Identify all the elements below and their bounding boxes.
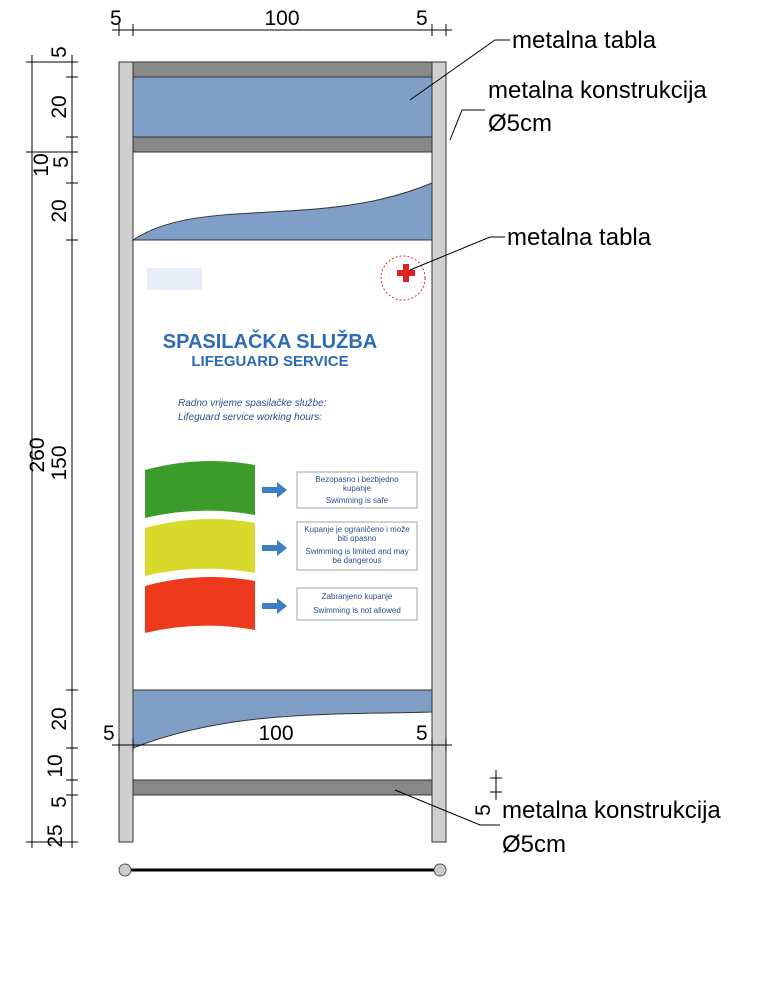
- hours: Lifeguard service working hours:: [178, 412, 322, 423]
- flag-yellow: [145, 519, 255, 576]
- top-wave: [131, 182, 433, 241]
- flag-label: Swimming is not allowed: [313, 606, 401, 615]
- flag-label: be dangerous: [333, 556, 382, 565]
- flag-green: [145, 461, 255, 518]
- dimension: 5: [103, 722, 115, 745]
- dimension: 5: [48, 46, 71, 58]
- dimension: 25: [44, 824, 67, 847]
- annotation: Ø5cm: [502, 831, 566, 858]
- flag-label: Bezopasno i bezbjedno: [315, 475, 399, 484]
- flag-label: Zabranjeno kupanje: [322, 592, 393, 601]
- arrows: [262, 482, 287, 614]
- flag-label: Swimming is safe: [326, 496, 389, 505]
- dimension: 5: [110, 7, 122, 30]
- sign-subtitle: LIFEGUARD SERVICE: [191, 353, 348, 370]
- dimension: 100: [258, 722, 293, 745]
- profile-post: [118, 863, 132, 877]
- dimension: 20: [48, 707, 71, 730]
- dimension: 100: [264, 7, 299, 30]
- label-boxes: [296, 471, 418, 621]
- sign-title: SPASILAČKA SLUŽBA: [163, 329, 377, 353]
- flag-label: biti opasno: [338, 534, 377, 543]
- left-post: [118, 61, 134, 843]
- dimension: 260: [26, 437, 49, 472]
- top-bar: [132, 61, 433, 78]
- annotation: metalna tabla: [507, 224, 652, 251]
- profile-post: [433, 863, 447, 877]
- dimension: 5: [48, 796, 71, 808]
- dimension: 10: [30, 153, 53, 176]
- hours: Radno vrijeme spasilačke službe:: [178, 398, 327, 409]
- dimension: 5: [416, 722, 428, 745]
- dimension: 5: [50, 156, 73, 168]
- dimension: 20: [48, 199, 71, 222]
- annotation: metalna tabla: [512, 27, 657, 54]
- flag-label: Swimming is limited and may: [305, 547, 408, 556]
- leaders: [394, 39, 510, 826]
- annotation: metalna konstrukcija: [488, 77, 707, 104]
- flag-label: kupanje: [343, 484, 372, 493]
- annotation: metalna konstrukcija: [502, 797, 721, 824]
- logo-left: [147, 268, 202, 290]
- dimension-lines: [26, 24, 502, 848]
- annotation: Ø5cm: [488, 110, 552, 137]
- dimension: 10: [44, 754, 67, 777]
- flag-label: Kupanje je ograničeno i može: [304, 525, 410, 534]
- dimension: 20: [48, 95, 71, 118]
- bottom-bar: [132, 779, 433, 796]
- flag-red: [145, 577, 255, 633]
- bar: [132, 136, 433, 153]
- cross: [397, 264, 415, 282]
- dimension: 150: [48, 445, 71, 480]
- top-panel: [132, 76, 433, 138]
- dimension: 5: [472, 804, 495, 816]
- dimension: 5: [416, 7, 428, 30]
- bottom-wave: [132, 689, 433, 749]
- right-post: [431, 61, 447, 843]
